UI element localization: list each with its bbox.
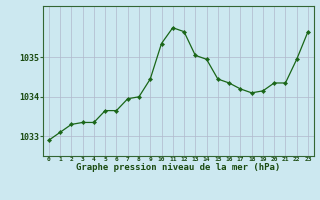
X-axis label: Graphe pression niveau de la mer (hPa): Graphe pression niveau de la mer (hPa) <box>76 163 281 172</box>
